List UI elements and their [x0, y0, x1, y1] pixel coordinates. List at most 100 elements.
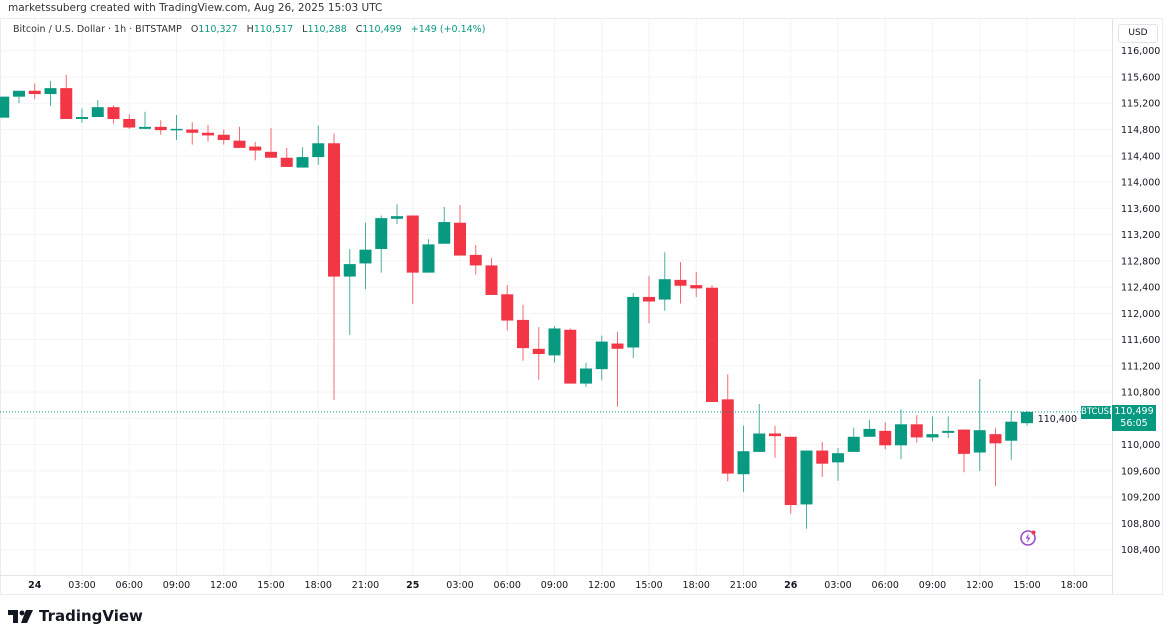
- symbol-price-label: BTCUSD: [1081, 406, 1116, 419]
- candle: [28, 83, 41, 100]
- candle-body: [564, 329, 577, 384]
- candle: [328, 133, 340, 401]
- candle-body: [611, 343, 624, 349]
- candle: [611, 331, 624, 407]
- candle: [501, 285, 514, 331]
- candle-body: [76, 117, 88, 119]
- candle-body: [328, 143, 340, 277]
- candle-body: [737, 451, 750, 475]
- candle: [170, 115, 183, 140]
- candle: [973, 378, 986, 471]
- candle-body: [690, 285, 703, 289]
- candle: [375, 215, 388, 273]
- candle-body: [91, 107, 104, 118]
- candle: [895, 409, 907, 460]
- candle: [76, 108, 88, 123]
- candle: [123, 114, 136, 129]
- candle: [737, 425, 750, 492]
- candle: [910, 415, 923, 443]
- candle-body: [753, 433, 766, 452]
- high-label: H: [246, 24, 254, 35]
- candle: [580, 362, 592, 387]
- candle-body: [942, 430, 955, 433]
- low-value: 110,288: [307, 24, 347, 35]
- y-tick-label: 112,800: [1121, 256, 1160, 267]
- candle: [721, 374, 734, 482]
- last-price-label: 110,499 56:05: [1112, 405, 1156, 431]
- tradingview-logo[interactable]: TradingView: [8, 607, 143, 625]
- candle: [548, 325, 561, 363]
- grid: [0, 19, 1113, 594]
- candle: [595, 335, 608, 381]
- x-tick-label: 21:00: [730, 580, 757, 591]
- candle-body: [233, 140, 246, 148]
- y-tick-label: 108,400: [1121, 545, 1160, 556]
- candle-body: [721, 399, 734, 474]
- candle: [926, 416, 939, 442]
- candle-body: [658, 279, 671, 300]
- candle-body: [973, 430, 986, 453]
- x-tick-label: 03:00: [446, 580, 473, 591]
- candle-body: [674, 279, 687, 286]
- candle: [60, 74, 73, 119]
- candle-body: [548, 328, 561, 356]
- candle: [312, 125, 325, 165]
- candle-body: [847, 436, 860, 452]
- x-tick-label: 06:00: [494, 580, 521, 591]
- candle-body: [312, 143, 325, 158]
- lightning-bolt-badge-icon[interactable]: [1018, 528, 1038, 552]
- candle-body: [532, 348, 545, 355]
- candle-body: [438, 222, 451, 244]
- candle: [989, 428, 1002, 487]
- x-tick-label: 26: [784, 580, 798, 591]
- candle: [359, 222, 372, 290]
- y-tick-label: 114,000: [1121, 178, 1160, 189]
- candle-body: [343, 264, 356, 277]
- symbol-description[interactable]: Bitcoin / U.S. Dollar · 1h · BITSTAMP: [13, 24, 182, 35]
- candle: [706, 285, 718, 402]
- candle-body: [170, 128, 183, 131]
- x-tick-label: 15:00: [257, 580, 284, 591]
- candle-body: [580, 368, 592, 384]
- candle-body: [706, 287, 718, 402]
- candle-body: [863, 428, 876, 437]
- y-tick-label: 115,600: [1121, 72, 1160, 83]
- x-tick-label: 18:00: [1061, 580, 1088, 591]
- candle-body: [485, 265, 498, 295]
- candle: [0, 96, 10, 118]
- last-price-value: 110,499: [1114, 406, 1154, 417]
- y-tick-label: 112,000: [1121, 309, 1160, 320]
- currency-button[interactable]: USD: [1118, 24, 1158, 43]
- candle: [517, 304, 529, 361]
- x-tick-label: 21:00: [352, 580, 379, 591]
- candle-body: [13, 90, 25, 97]
- candle: [202, 124, 214, 142]
- candle: [296, 147, 309, 168]
- candle: [139, 111, 151, 129]
- candle-body: [107, 107, 120, 119]
- candle: [816, 442, 829, 477]
- y-tick-label: 115,200: [1121, 99, 1160, 110]
- x-tick-label: 24: [28, 580, 42, 591]
- candle: [265, 128, 277, 158]
- candle-body: [501, 294, 514, 321]
- candle-body: [123, 118, 136, 128]
- x-tick-label: 18:00: [305, 580, 332, 591]
- candle-body: [375, 218, 388, 249]
- y-tick-label: 110,800: [1121, 388, 1160, 399]
- open-value: 110,327: [198, 24, 238, 35]
- x-tick-label: 03:00: [824, 580, 851, 591]
- candle-body: [800, 450, 813, 505]
- y-tick-label: 109,600: [1121, 466, 1160, 477]
- open-label: O: [190, 24, 199, 35]
- candle-body: [422, 244, 435, 273]
- candle: [154, 120, 167, 135]
- y-tick-label: 112,400: [1121, 283, 1160, 294]
- candle: [406, 215, 419, 305]
- candle-body: [186, 129, 199, 133]
- candle: [1005, 410, 1018, 460]
- candle-body: [454, 222, 466, 256]
- candle: [769, 425, 781, 458]
- y-tick-label: 111,600: [1121, 335, 1160, 346]
